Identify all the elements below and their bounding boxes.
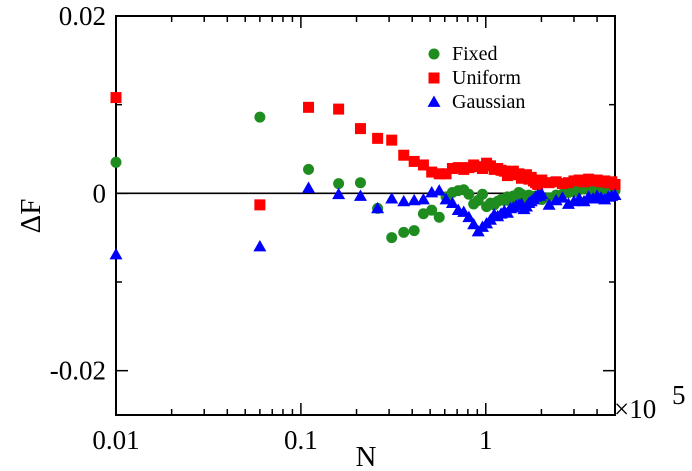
point-uniform <box>398 149 410 161</box>
point-gaussian <box>353 189 367 201</box>
point-fixed <box>110 156 122 168</box>
point-gaussian <box>407 193 421 206</box>
plot-area-border <box>115 15 616 416</box>
point-fixed <box>354 177 366 189</box>
x-multiplier-exponent: 5 <box>672 380 686 410</box>
x-multiplier: ×10 5 <box>614 380 686 424</box>
point-fixed <box>463 188 475 200</box>
point-fixed <box>386 232 398 244</box>
legend-marker-fixed <box>428 48 440 60</box>
point-fixed <box>408 225 420 237</box>
point-gaussian <box>432 184 446 196</box>
point-uniform <box>386 134 398 146</box>
point-uniform <box>433 168 445 180</box>
point-uniform <box>543 177 555 189</box>
series-uniform <box>110 92 621 211</box>
point-fixed <box>398 226 410 238</box>
point-uniform <box>408 155 420 167</box>
point-gaussian <box>462 210 476 223</box>
point-uniform <box>536 174 548 186</box>
y-tick-label: -0.02 <box>50 356 106 386</box>
point-uniform <box>254 199 266 211</box>
point-gaussian <box>457 205 471 217</box>
point-fixed <box>254 111 266 123</box>
point-fixed <box>426 204 438 216</box>
plot-frame <box>115 15 616 416</box>
point-uniform <box>417 159 429 171</box>
point-uniform <box>333 103 345 115</box>
point-fixed <box>476 188 488 200</box>
point-gaussian <box>253 240 267 252</box>
axis-ticks <box>115 15 616 415</box>
point-uniform <box>426 166 438 178</box>
x-multiplier-base: ×10 <box>614 394 656 424</box>
point-gaussian <box>467 217 481 230</box>
point-uniform <box>110 92 122 104</box>
point-uniform <box>354 123 366 135</box>
point-fixed <box>433 211 445 223</box>
point-fixed <box>417 208 429 220</box>
point-uniform <box>556 178 568 190</box>
y-tick-label: 0.02 <box>59 1 106 31</box>
point-uniform <box>562 177 574 189</box>
point-gaussian <box>439 193 453 205</box>
x-axis-title: N <box>356 441 377 471</box>
legend-label: Uniform <box>452 67 521 89</box>
point-gaussian <box>445 196 459 208</box>
legend-entry-fixed: Fixed <box>428 43 498 65</box>
point-gaussian <box>332 187 346 200</box>
point-uniform <box>303 101 315 113</box>
point-uniform <box>372 132 384 144</box>
x-tick-label: 0.1 <box>284 425 318 455</box>
point-gaussian <box>371 201 385 214</box>
tick-labels: 0.01 0.1 1 0.02 0 -0.02 <box>50 1 493 455</box>
point-gaussian <box>535 187 549 200</box>
point-gaussian <box>109 248 123 260</box>
point-uniform <box>609 178 621 190</box>
y-tick-label: 0 <box>93 178 107 208</box>
y-axis-title: ΔF <box>15 199 47 234</box>
point-uniform <box>550 176 562 188</box>
legend-entry-uniform: Uniform <box>428 67 521 89</box>
point-uniform <box>440 168 452 180</box>
legend-marker-uniform <box>428 72 440 84</box>
point-gaussian <box>302 181 316 193</box>
legend-marker-gaussian <box>427 95 441 107</box>
point-gaussian <box>416 193 430 205</box>
point-fixed <box>333 178 345 190</box>
x-tick-label: 0.01 <box>92 425 139 455</box>
legend-entry-gaussian: Gaussian <box>427 91 525 113</box>
point-fixed <box>303 163 315 175</box>
point-uniform <box>446 163 458 175</box>
point-gaussian <box>608 188 622 200</box>
point-gaussian <box>385 192 399 204</box>
point-gaussian <box>397 194 411 207</box>
x-tick-label: 1 <box>479 425 493 455</box>
legend-label: Fixed <box>452 43 498 65</box>
point-gaussian <box>542 198 556 210</box>
legend-label: Gaussian <box>452 91 525 113</box>
point-gaussian <box>555 191 569 203</box>
data-marks <box>109 92 622 260</box>
series-gaussian <box>109 181 622 260</box>
